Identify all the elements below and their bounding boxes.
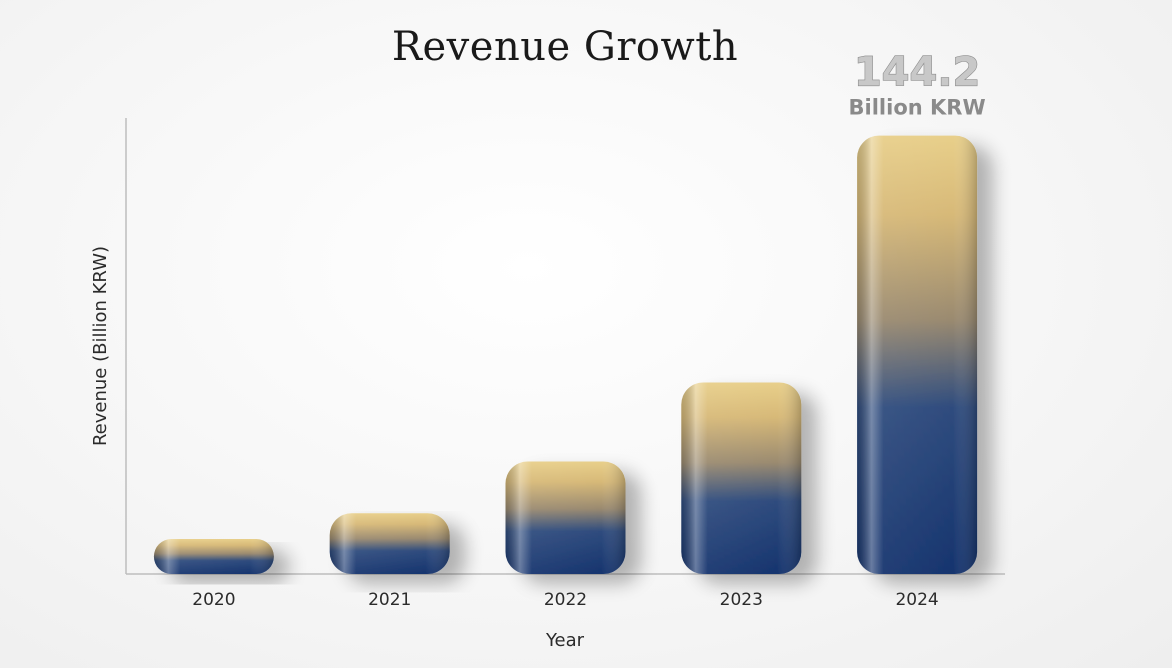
bar-shine-2023 xyxy=(681,382,802,574)
y-axis-label: Revenue (Billion KRW) xyxy=(90,246,111,446)
x-axis-label: Year xyxy=(545,630,585,651)
bar-2020 xyxy=(153,539,274,574)
bar-shine-2024 xyxy=(857,135,978,574)
x-tick-label-2020: 2020 xyxy=(192,590,235,610)
bar-shine-2021 xyxy=(329,513,450,574)
chart-title: Revenue Growth xyxy=(392,24,738,70)
value-unit-label-2024: Billion KRW xyxy=(849,96,986,120)
bars-layer xyxy=(153,135,978,574)
x-tick-label-2021: 2021 xyxy=(368,590,411,610)
x-tick-label-2023: 2023 xyxy=(720,590,763,610)
bar-2023 xyxy=(681,382,802,574)
bar-2021 xyxy=(329,513,450,574)
value-label-2024: 144.2 xyxy=(854,50,981,96)
bar-shine-2020 xyxy=(153,539,274,574)
bar-shine-2022 xyxy=(505,461,626,574)
x-tick-label-2024: 2024 xyxy=(895,590,938,610)
bar-2022 xyxy=(505,461,626,574)
bar-2024 xyxy=(857,135,978,574)
x-tick-labels: 2020 2021 2022 2023 2024 xyxy=(192,590,938,610)
value-annotation: 144.2 Billion KRW xyxy=(849,49,986,120)
x-tick-label-2022: 2022 xyxy=(544,590,587,610)
